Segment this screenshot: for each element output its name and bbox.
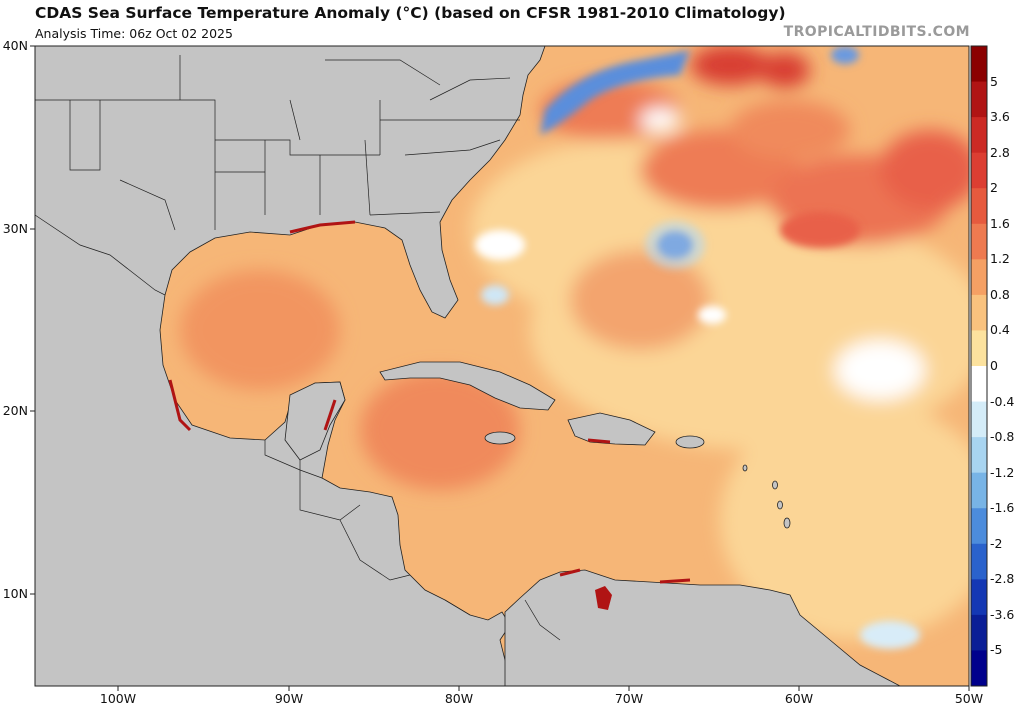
lat-label-40n: 40N [2,38,28,53]
colorbar-swatch [971,579,987,616]
colorbar-swatch [971,152,987,189]
land [35,46,901,686]
colorbar-swatch [971,46,987,83]
colorbar-label: 0 [990,358,998,373]
colorbar-swatch [971,614,987,651]
analysis-time: Analysis Time: 06z Oct 02 2025 [35,26,233,41]
colorbar-swatch [971,472,987,509]
lon-label-70w: 70W [614,691,644,706]
north-america-land [35,46,546,686]
colorbar-label: 0.8 [990,286,1010,302]
hispaniola-land [567,412,656,446]
lon-label-50w: 50W [954,691,984,706]
map-title: CDAS Sea Surface Temperature Anomaly (°C… [35,4,786,22]
colorbar-label: -5 [990,642,1003,658]
lat-label-10n: 10N [2,586,28,601]
colorbar-label: 0.4 [990,322,1010,338]
site-watermark[interactable]: TROPICALTIDBITS.COM [783,24,970,40]
colorbar-label: 5 [990,73,998,89]
coastal-warm-anomalies [168,220,691,584]
colorbar-label: -2 [990,535,1003,551]
colorbar-label: 3.6 [990,109,1010,125]
colorbar [970,45,988,687]
colorbar-label: -0.8 [990,429,1015,445]
colorbar-swatch [971,188,987,225]
colorbar-label: -3.6 [990,606,1015,622]
colorbar-swatch [971,294,987,331]
jamaica-land [484,431,516,445]
lon-label-100w: 100W [99,691,137,706]
colorbar-label: -2.8 [990,571,1015,587]
puerto-rico-land [675,435,705,449]
lon-label-60w: 60W [784,691,814,706]
colorbar-swatch [971,366,987,403]
colorbar-swatch [971,117,987,154]
colorbar-swatch [971,650,987,687]
cuba-land [379,361,556,411]
lon-label-90w: 90W [274,691,304,706]
colorbar-swatch [971,437,987,474]
colorbar-swatch [971,223,987,260]
colorbar-swatch [971,508,987,545]
map-frame [34,45,970,687]
map-plot-area [35,46,969,686]
colorbar-swatch [971,401,987,438]
colorbar-swatch [971,330,987,367]
colorbar-frame [970,45,988,687]
colorbar-label: -1.6 [990,500,1015,516]
political-borders [35,55,561,641]
colorbar-label: -0.4 [990,393,1015,409]
lon-label-80w: 80W [444,691,474,706]
colorbar-label: 1.2 [990,251,1010,267]
colorbar-label: 2 [990,180,998,196]
colorbar-swatch [971,81,987,118]
lat-label-20n: 20N [2,403,28,418]
lat-label-30n: 30N [2,221,28,236]
colorbar-label: -1.2 [990,464,1015,480]
colorbar-swatch [971,543,987,580]
axis-ticks [30,45,970,691]
colorbar-label: 1.6 [990,215,1010,231]
colorbar-swatch [971,259,987,296]
colorbar-label: 2.8 [990,144,1010,160]
